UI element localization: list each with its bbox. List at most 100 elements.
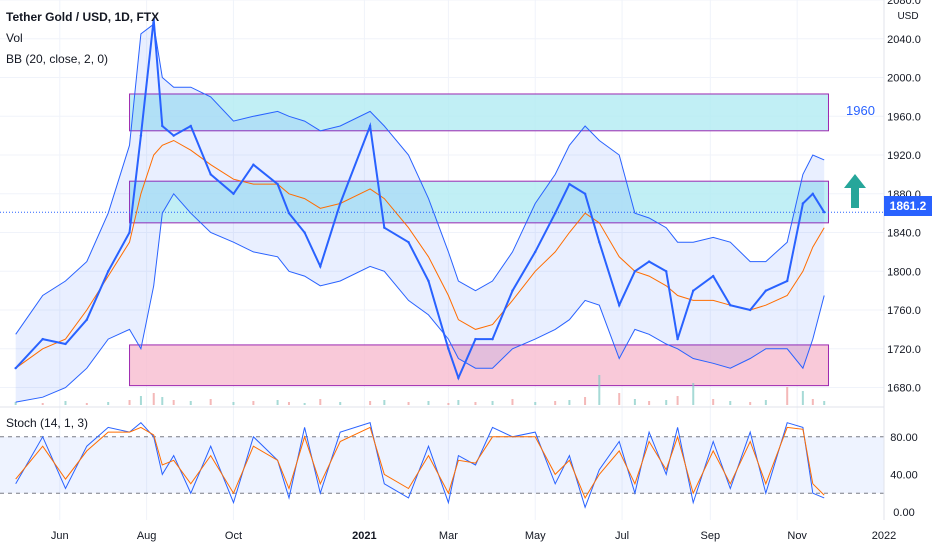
stoch-k-line (15, 422, 825, 509)
x-tick-label: Jun (51, 530, 69, 542)
x-tick-label: Nov (787, 530, 807, 542)
volume-bar (633, 399, 636, 405)
price-point (553, 211, 557, 215)
zone-boxes (129, 93, 829, 387)
x-tick-label: Aug (137, 530, 157, 542)
volume-bar (554, 401, 557, 405)
volume-bar (665, 400, 668, 405)
price-point (447, 347, 450, 351)
x-tick-label: 2022 (872, 530, 896, 542)
volume-bar (303, 403, 306, 405)
target-label: 1960 (846, 103, 875, 118)
volume-bar (209, 399, 212, 405)
legend-bb: BB (20, close, 2, 0) (6, 52, 109, 66)
up-arrow-icon (844, 174, 866, 208)
stoch-tick-label: 40.00 (890, 469, 918, 481)
chart-title: Tether Gold / USD, 1D, FTX (6, 10, 160, 24)
price-point (252, 163, 255, 166)
price-point (339, 202, 342, 205)
price-point (14, 366, 17, 370)
volume-bar (511, 399, 514, 405)
bb-fill (15, 24, 825, 403)
bb-upper-line (15, 23, 825, 335)
volume-bar (85, 403, 88, 405)
price-point (823, 210, 826, 214)
price-point (287, 211, 291, 215)
price-series (0, 18, 884, 381)
volume-bar (139, 396, 142, 405)
y-tick-label: 2000.0 (887, 73, 921, 85)
volume-bar (252, 401, 255, 405)
y-tick-label: 1840.0 (887, 228, 921, 240)
y-tick-label: 2080.0 (887, 0, 921, 7)
volume-bar (172, 400, 175, 405)
price-point (303, 231, 306, 234)
current-price-badge: 1861.2 (884, 196, 932, 216)
price-point (491, 337, 494, 341)
volume-bar (801, 391, 804, 405)
bollinger-bands (15, 23, 825, 403)
price-point (172, 134, 175, 137)
price-point (457, 376, 460, 380)
volume-bar (339, 402, 342, 405)
price-point (383, 226, 386, 229)
zone-box (129, 180, 829, 224)
price-point (407, 241, 410, 244)
x-tick-label: 2021 (352, 530, 376, 542)
volume-bar (676, 396, 679, 405)
price-point (189, 124, 192, 128)
volume-bar (474, 402, 477, 405)
volume-bar (64, 401, 67, 405)
price-point (152, 18, 155, 21)
price-point (598, 241, 601, 244)
price-point (161, 124, 164, 128)
price-point (139, 134, 143, 137)
price-point (748, 308, 752, 312)
zone-box (129, 344, 829, 387)
volume-bar (447, 403, 450, 405)
zone-box (129, 93, 829, 132)
price-point (128, 231, 131, 234)
volume-bar (232, 402, 235, 405)
volume-bar (369, 401, 372, 405)
volume-bar (319, 399, 322, 405)
price-point (633, 270, 637, 273)
x-tick-label: Oct (225, 530, 242, 542)
volume-bar (107, 402, 110, 405)
volume-bar (14, 402, 17, 405)
price-point (665, 270, 668, 273)
volume-bar (491, 401, 494, 405)
stoch-tick-label: 0.00 (893, 507, 914, 519)
volume-bar (276, 400, 279, 405)
stoch-tick-label: 80.00 (890, 432, 918, 444)
price-point (319, 265, 322, 268)
y-tick-label: 1680.0 (887, 383, 921, 395)
x-tick-label: Sep (701, 530, 721, 542)
legend-vol: Vol (6, 31, 23, 45)
volume-bar (128, 400, 131, 405)
volume-bar (764, 400, 767, 405)
price-point (692, 289, 695, 292)
volume-bar (786, 387, 789, 405)
volume-bar (823, 401, 826, 405)
price-point (786, 279, 789, 283)
volume-bar (287, 402, 290, 405)
volume-bar (457, 400, 460, 405)
price-point (583, 192, 587, 195)
price-point (368, 124, 372, 128)
bb-lower-line (15, 192, 825, 403)
volume-bar (383, 400, 386, 405)
volume-bar (811, 399, 814, 405)
y-tick-label: 2040.0 (887, 34, 921, 46)
volume-bar (648, 401, 651, 405)
y-tick-label: 1960.0 (887, 111, 921, 123)
price-point (764, 289, 768, 292)
price-point (676, 337, 679, 341)
axes: 2080.02040.02000.01960.01920.01880.01840… (0, 0, 921, 542)
price-point (801, 202, 805, 205)
x-tick-label: Mar (439, 530, 458, 542)
price-point (64, 342, 67, 346)
volume-bars (14, 375, 826, 405)
